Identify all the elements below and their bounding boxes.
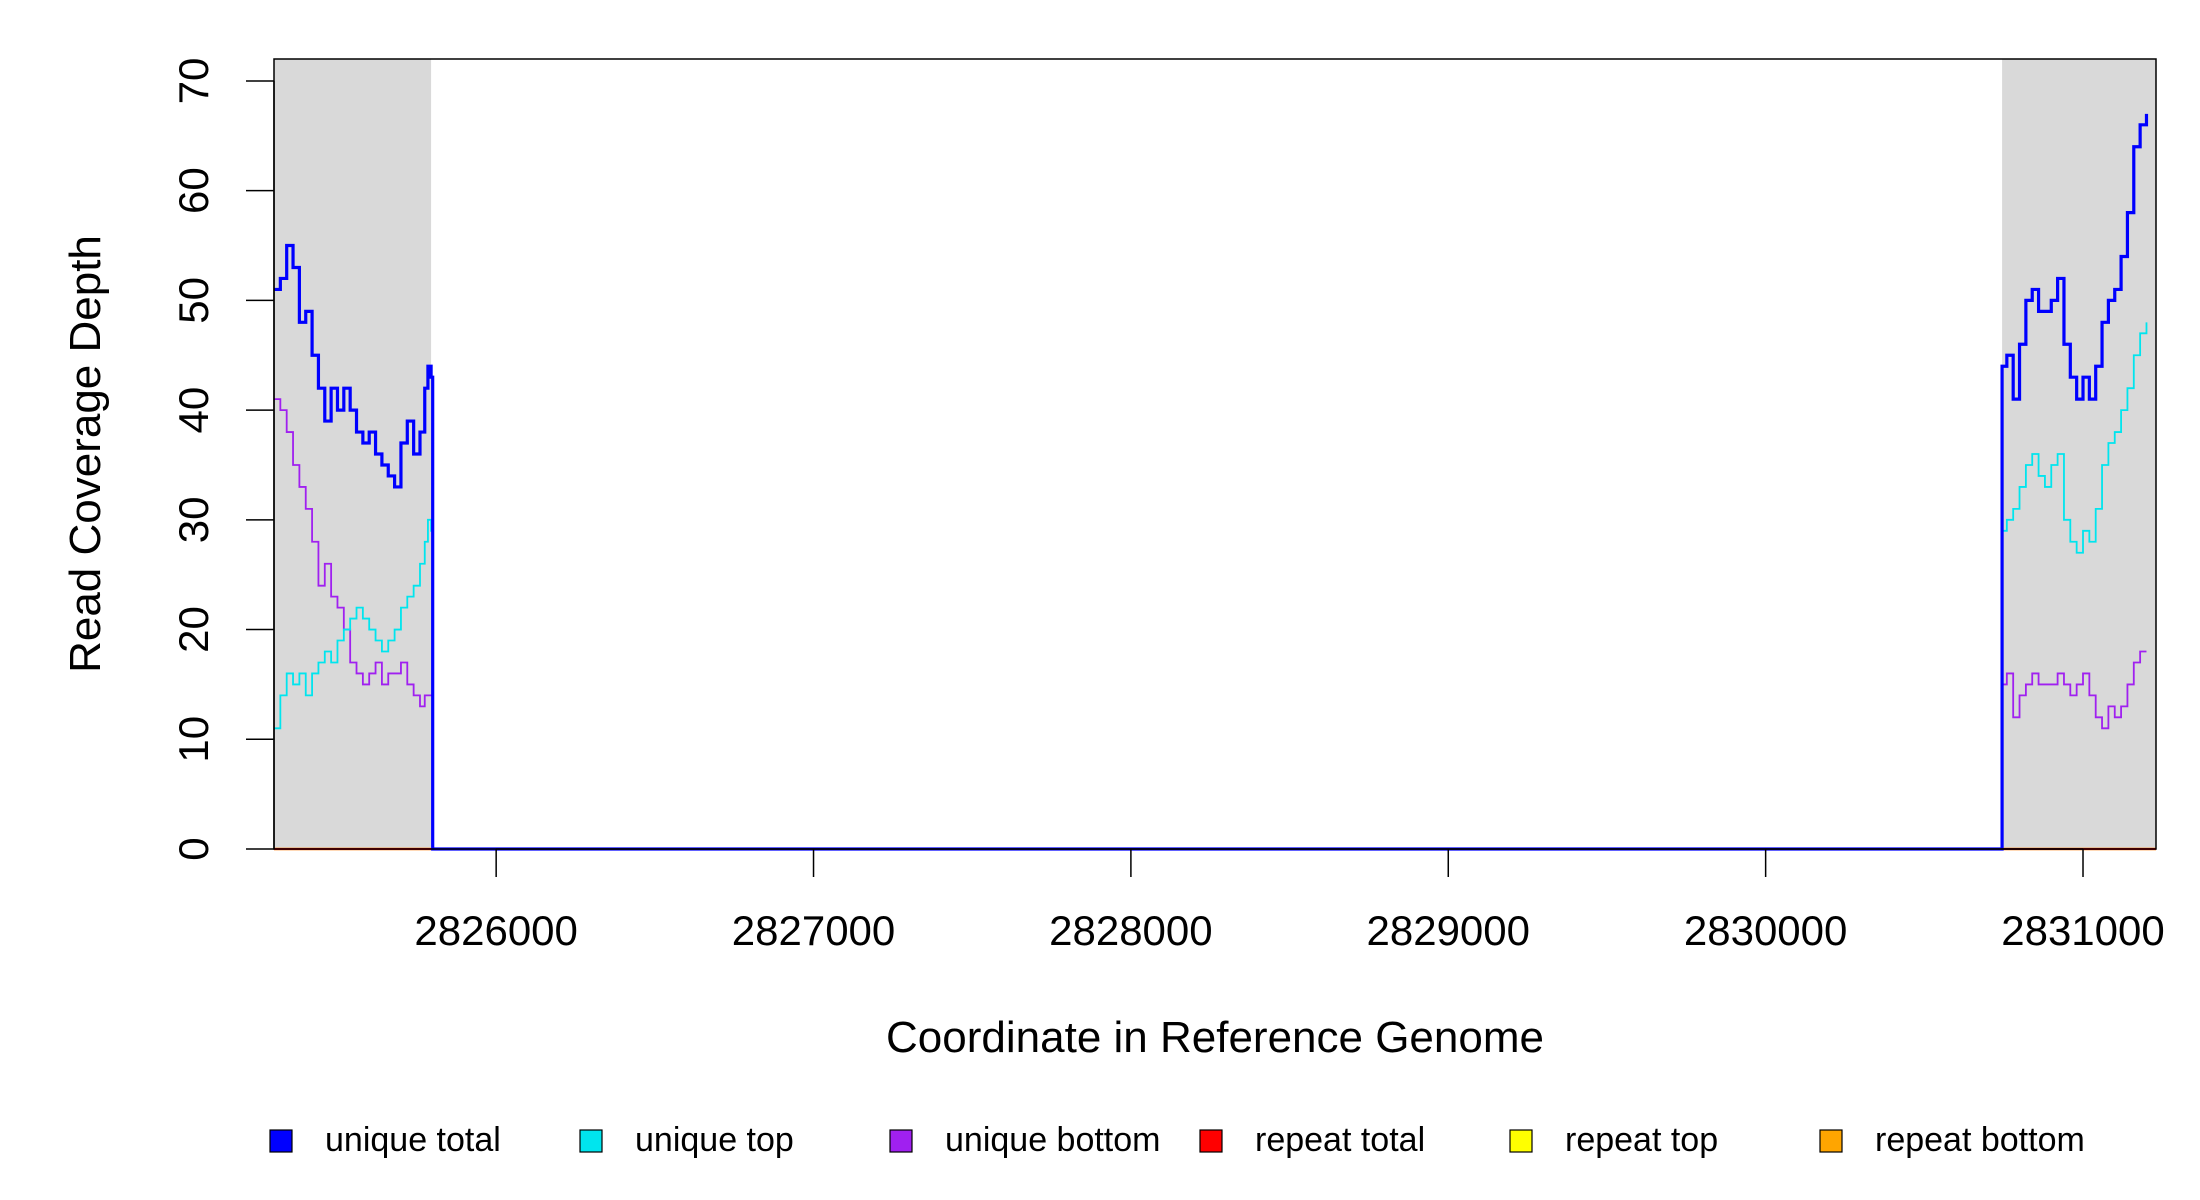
y-tick-label: 50 — [170, 277, 217, 324]
shaded-region-1 — [274, 59, 432, 849]
shaded-region-2 — [2002, 59, 2156, 849]
legend-label-repeat-top: repeat top — [1565, 1121, 1718, 1159]
legend-label-unique-top: unique top — [635, 1121, 794, 1159]
x-tick-label: 2831000 — [2001, 907, 2165, 954]
legend-label-unique-bottom: unique bottom — [945, 1121, 1161, 1159]
y-tick-label: 10 — [170, 716, 217, 763]
legend-label-unique-total: unique total — [325, 1121, 501, 1159]
x-axis-label: Coordinate in Reference Genome — [886, 1013, 1544, 1062]
series-line-unique-total — [274, 113, 2149, 851]
x-tick-label: 2829000 — [1367, 907, 1531, 954]
y-tick-label: 0 — [170, 837, 217, 860]
legend: unique total unique top unique bottom repea… — [269, 1121, 2085, 1159]
legend-label-repeat-total: repeat total — [1255, 1121, 1425, 1159]
x-tick-label: 2827000 — [732, 907, 896, 954]
legend-swatch-unique-total — [269, 1129, 293, 1153]
shaded-regions — [274, 59, 2156, 849]
y-tick-label: 60 — [170, 167, 217, 214]
y-tick-label: 30 — [170, 496, 217, 543]
legend-swatch-repeat-total — [1199, 1129, 1223, 1153]
series-lines — [274, 113, 2156, 851]
x-tick-label: 2830000 — [1684, 907, 1848, 954]
legend-swatch-unique-bottom — [889, 1129, 913, 1153]
x-axis: 2826000 2827000 2828000 2829000 2830000 28310… — [414, 848, 2165, 954]
legend-swatch-unique-top — [579, 1129, 603, 1153]
x-tick-label: 2826000 — [414, 907, 578, 954]
y-tick-label: 70 — [170, 58, 217, 105]
series-line-unique-top — [274, 322, 2148, 850]
y-tick-label: 20 — [170, 606, 217, 653]
y-axis: 0 10 20 30 40 50 60 70 — [170, 58, 275, 861]
legend-swatch-repeat-bottom — [1819, 1129, 1843, 1153]
legend-swatch-repeat-top — [1509, 1129, 1533, 1153]
legend-label-repeat-bottom: repeat bottom — [1875, 1121, 2085, 1159]
series-line-unique-bottom — [274, 398, 2147, 850]
y-axis-label: Read Coverage Depth — [61, 235, 110, 673]
y-tick-label: 40 — [170, 387, 217, 434]
plot-frame — [273, 58, 2157, 850]
x-tick-label: 2828000 — [1049, 907, 1213, 954]
